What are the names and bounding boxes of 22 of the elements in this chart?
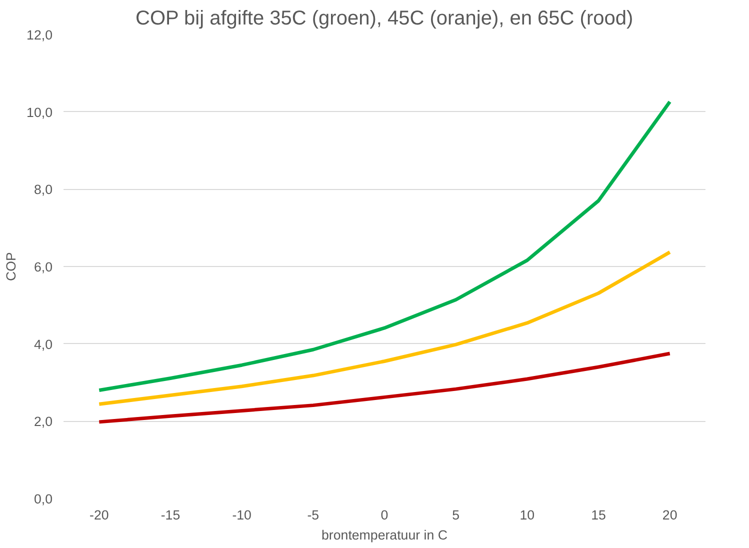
- line-series: [97, 352, 672, 424]
- x-tick-label: 15: [591, 508, 606, 522]
- y-tick-label: 8,0: [34, 182, 53, 198]
- x-axis-title: brontemperatuur in C: [322, 528, 448, 542]
- y-tick-label: 2,0: [34, 414, 53, 430]
- y-tick-label: 10,0: [26, 104, 53, 120]
- x-tick-label: 20: [662, 508, 678, 522]
- x-tick-label: -10: [232, 508, 252, 522]
- line-series: [97, 100, 672, 392]
- y-axis-title: COP: [4, 252, 19, 281]
- chart-title: COP bij afgifte 35C (groen), 45C (oranje), en 65C (rood): [135, 8, 634, 30]
- x-tick-label: 10: [520, 508, 535, 522]
- y-tick-label: 4,0: [34, 336, 53, 352]
- x-tick-label: -15: [160, 508, 180, 522]
- y-tick-label: 12,0: [26, 28, 53, 42]
- y-tick-label: 0,0: [34, 492, 53, 506]
- x-tick-label: 5: [452, 508, 460, 522]
- x-tick-label: -20: [90, 508, 109, 522]
- x-tick-label: -5: [307, 508, 320, 522]
- line-series: [97, 250, 672, 406]
- x-tick-label: 0: [380, 508, 388, 522]
- y-tick-label: 6,0: [34, 260, 53, 274]
